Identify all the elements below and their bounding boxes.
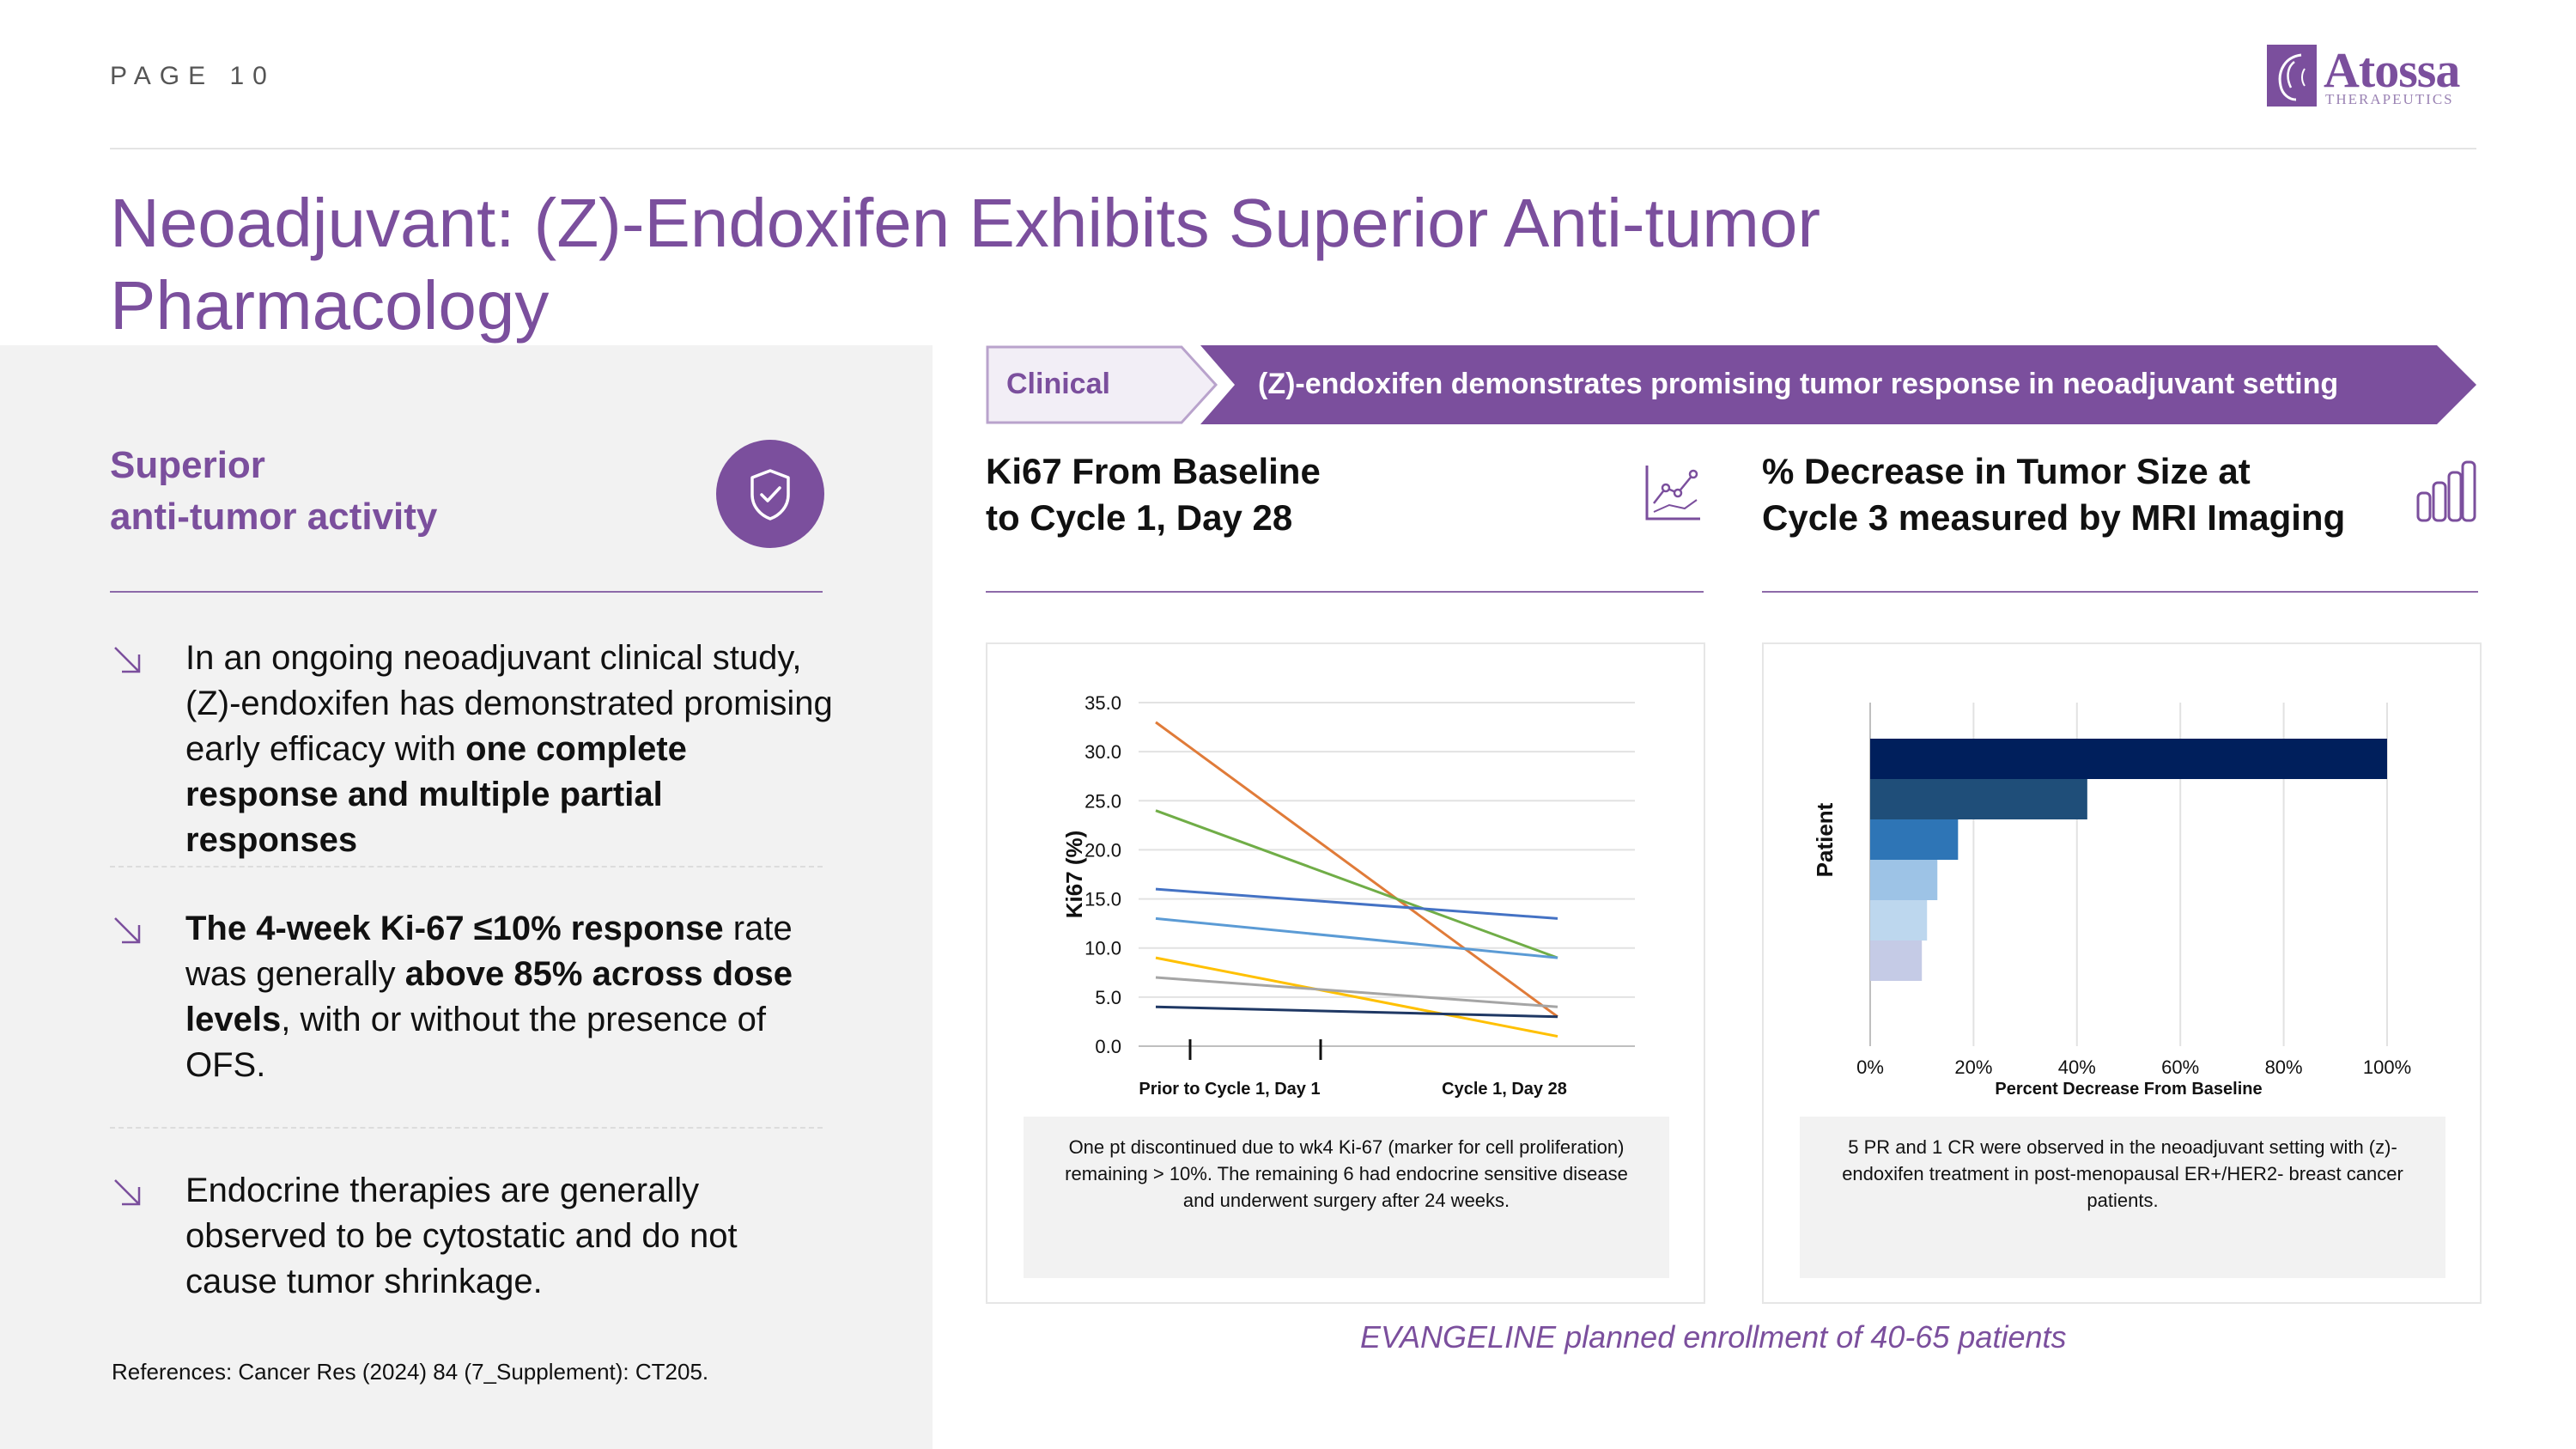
shield-check-icon — [716, 440, 824, 548]
ki67-y-tick-label: 35.0 — [1084, 692, 1121, 714]
clinical-label: Clinical — [1006, 368, 1110, 400]
ki67-panel-divider — [986, 591, 1704, 593]
bullet-text: Endocrine therapies are generally observ… — [185, 1168, 838, 1305]
bullet-text-part: In an ongoing neoadjuvant clinical study… — [185, 639, 833, 768]
tumor-x-tick-label: 0% — [1856, 1056, 1884, 1078]
bullet-text-part: rate was generally — [185, 910, 793, 993]
banner-message: (Z)-endoxifen demonstrates promising tum… — [1258, 368, 2339, 400]
ki67-y-tick-label: 5.0 — [1095, 987, 1121, 1008]
ki67-line-chart: 35.0 30.0 25.0 20.0 15.0 10.0 5.0 0.0 Ki67 (%) Pr… — [1061, 692, 1635, 1099]
tumor-x-tick-label: 100% — [2363, 1056, 2411, 1078]
ki67-series-line — [1155, 956, 1558, 1038]
page-number: PAGE 10 — [110, 62, 276, 90]
tumor-bar — [1870, 860, 1938, 900]
logo-icon — [2267, 45, 2317, 107]
ki67-title-line1: Ki67 From Baseline — [986, 451, 1321, 491]
tumor-bar — [1870, 819, 1959, 860]
ki67-x-category-label: Prior to Cycle 1, Day 1 — [1139, 1080, 1320, 1099]
tumor-title-line1: % Decrease in Tumor Size at — [1762, 451, 2251, 491]
bullet-text-bold: above 85% across dose levels — [185, 955, 793, 1038]
section-divider — [110, 591, 823, 593]
ki67-y-tick-label: 15.0 — [1084, 889, 1121, 910]
ki67-series-line — [1155, 916, 1558, 959]
ki67-y-tick-label: 0.0 — [1095, 1036, 1121, 1057]
tumor-bar — [1870, 739, 2387, 779]
section-heading-line2: anti-tumor activity — [110, 496, 438, 538]
company-logo: Atossa THERAPEUTICS — [2267, 42, 2473, 113]
tumor-bar — [1870, 900, 1928, 941]
banner-chevron — [1200, 345, 2476, 424]
tumor-x-tick-label: 20% — [1954, 1056, 1992, 1078]
slide-title: Neoadjuvant: (Z)-Endoxifen Exhibits Supe… — [110, 185, 1821, 344]
ki67-y-tick-label: 30.0 — [1084, 741, 1121, 763]
ki67-y-axis-label: Ki67 (%) — [1061, 831, 1087, 919]
tumor-x-axis-label: Percent Decrease From Baseline — [1995, 1080, 2262, 1099]
header-divider — [110, 148, 2476, 149]
logo-subtitle: THERAPEUTICS — [2325, 91, 2454, 107]
bullet-text-part: , with or without the presence of OFS. — [185, 1001, 766, 1084]
ki67-panel-title: Ki67 From Baseline to Cycle 1, Day 28 — [986, 448, 1321, 541]
logo-name: Atossa — [2324, 42, 2460, 98]
tumor-bar-chart: 0% 20% 40% 60% 80% 100% Patient Percent Decreas… — [1812, 703, 2411, 1099]
tumor-bar — [1870, 779, 2087, 819]
tumor-x-tick-label: 40% — [2058, 1056, 2096, 1078]
tumor-x-tick-label: 80% — [2265, 1056, 2303, 1078]
tumor-y-axis-label: Patient — [1812, 802, 1838, 877]
bullet-text-part: Endocrine therapies are generally observ… — [185, 1172, 738, 1300]
ki67-y-tick-label: 25.0 — [1084, 790, 1121, 812]
ki67-series-line — [1155, 721, 1558, 1018]
clinical-chevron — [986, 345, 1218, 424]
tumor-panel-divider — [1762, 591, 2478, 593]
ki67-x-category-label: Cycle 1, Day 28 — [1442, 1080, 1567, 1099]
ki67-series-line — [1155, 1005, 1558, 1019]
line-chart-icon — [1645, 466, 1700, 521]
bullet-text: In an ongoing neoadjuvant clinical study… — [185, 636, 838, 863]
arrow-down-right-icon — [114, 647, 141, 673]
tumor-panel-title: % Decrease in Tumor Size at Cycle 3 meas… — [1762, 448, 2345, 541]
arrow-down-right-icon — [114, 1179, 141, 1206]
ki67-chart-box: 35.0 30.0 25.0 20.0 15.0 10.0 5.0 0.0 Ki67 (%) Pr… — [986, 642, 1705, 1304]
section-heading-line1: Superior — [110, 444, 265, 486]
arrow-down-right-icon — [114, 917, 141, 944]
section-heading: Superior anti-tumor activity — [110, 440, 437, 543]
tumor-chart-box: 0% 20% 40% 60% 80% 100% Patient Percent Decreas… — [1762, 642, 2482, 1304]
ki67-series-line — [1155, 976, 1558, 1008]
dashed-divider — [110, 866, 823, 868]
tumor-bar — [1870, 941, 1923, 981]
ki67-title-line2: to Cycle 1, Day 28 — [986, 497, 1293, 538]
bullet-text-bold: The 4-week Ki-67 ≤10% response — [185, 910, 724, 947]
ki67-series-line — [1155, 887, 1558, 920]
dashed-divider — [110, 1127, 823, 1129]
ki67-series-line — [1155, 809, 1558, 959]
ki67-y-tick-label: 10.0 — [1084, 938, 1121, 959]
tumor-note: 5 PR and 1 CR were observed in the neoad… — [1800, 1117, 2445, 1278]
references: References: Cancer Res (2024) 84 (7_Supp… — [112, 1359, 709, 1385]
bullet-text-bold: one complete response and multiple parti… — [185, 730, 687, 859]
enrollment-note: EVANGELINE planned enrollment of 40-65 p… — [1360, 1319, 2067, 1355]
tumor-title-line2: Cycle 3 measured by MRI Imaging — [1762, 497, 2346, 538]
tumor-x-tick-label: 60% — [2161, 1056, 2199, 1078]
bar-chart-icon — [2416, 460, 2476, 522]
ki67-y-tick-label: 20.0 — [1084, 839, 1121, 861]
bullet-text: The 4-week Ki-67 ≤10% response rate was … — [185, 906, 838, 1088]
ki67-note: One pt discontinued due to wk4 Ki-67 (ma… — [1024, 1117, 1669, 1278]
